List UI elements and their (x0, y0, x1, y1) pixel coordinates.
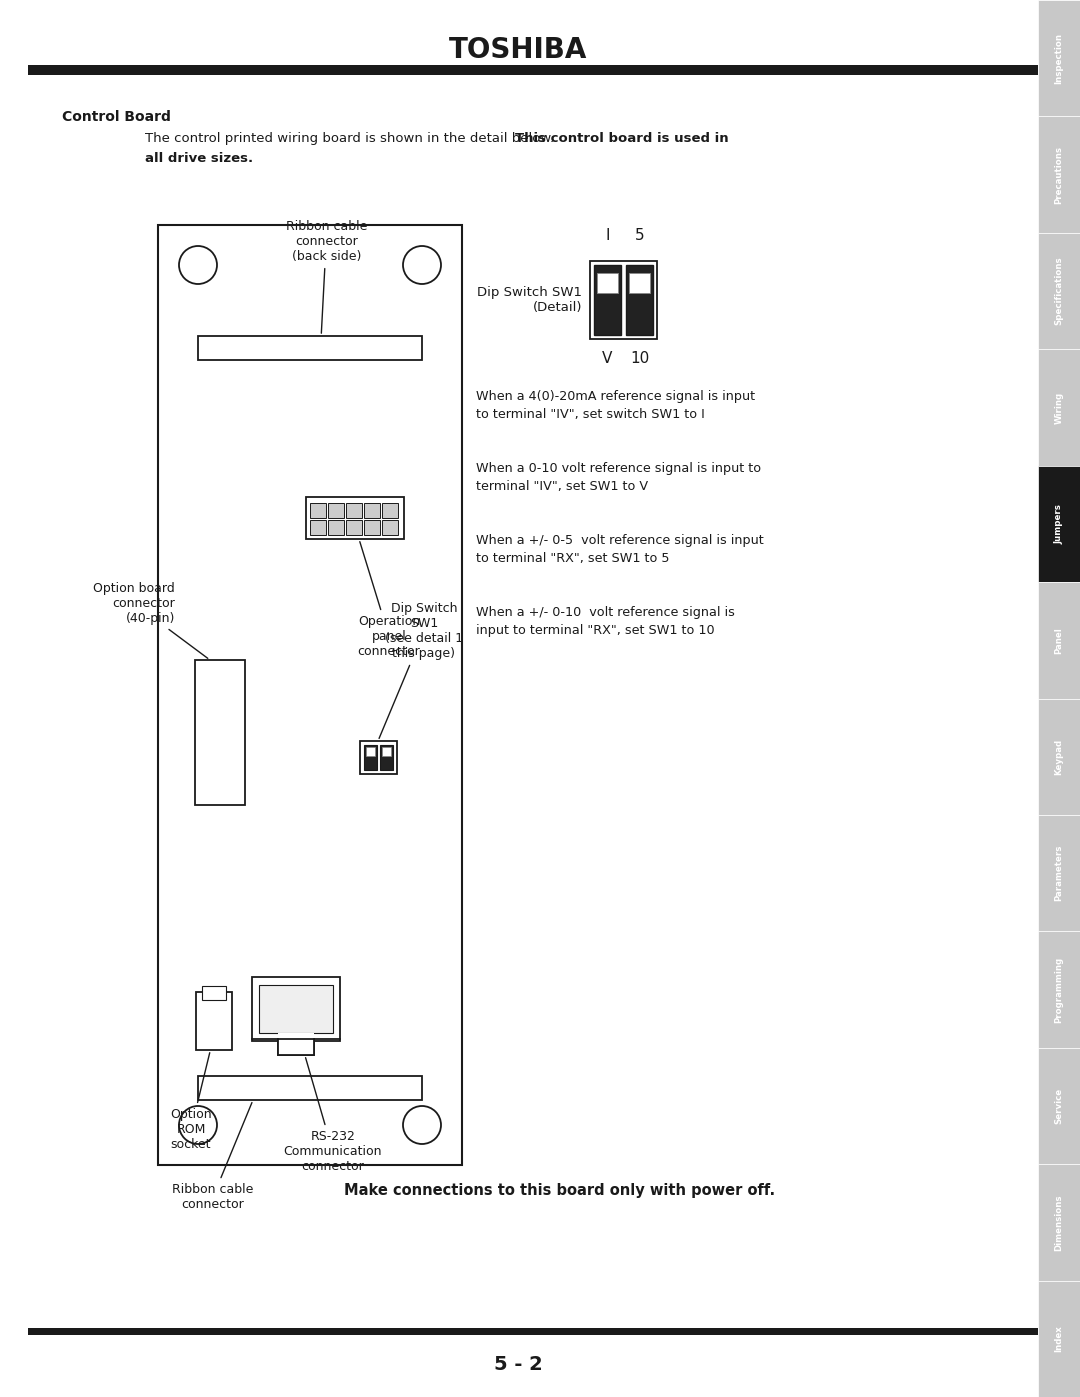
Text: Option board
connector
(40-pin): Option board connector (40-pin) (93, 583, 207, 658)
Bar (328, 503, 345, 518)
Text: When a 4(0)-20mA reference signal is input
to terminal "IV", set switch SW1 to I: When a 4(0)-20mA reference signal is inp… (476, 390, 755, 420)
Bar (1038, 116, 1080, 233)
Text: Precautions: Precautions (1054, 145, 1064, 204)
Text: Service: Service (1054, 1088, 1064, 1125)
Bar (198, 1076, 422, 1099)
Bar (626, 265, 653, 335)
Text: 5 - 2: 5 - 2 (494, 1355, 542, 1375)
Text: The control printed wiring board is shown in the detail below.: The control printed wiring board is show… (145, 131, 558, 145)
Bar (380, 745, 393, 770)
Bar (278, 1039, 314, 1055)
Bar (1038, 233, 1080, 349)
Bar (1038, 1164, 1080, 1281)
Bar (346, 503, 362, 518)
Bar (28, 66, 1038, 75)
Bar (252, 977, 340, 1041)
Text: Dip Switch
SW1
(see detail 1
this page): Dip Switch SW1 (see detail 1 this page) (379, 602, 463, 739)
Bar (1038, 1048, 1080, 1164)
Text: When a +/- 0-5  volt reference signal is input
to terminal "RX", set SW1 to 5: When a +/- 0-5 volt reference signal is … (476, 534, 764, 564)
Bar (594, 265, 621, 335)
Text: Programming: Programming (1054, 957, 1064, 1023)
Text: Inspection: Inspection (1054, 32, 1064, 84)
Bar (360, 740, 397, 774)
Bar (364, 745, 377, 770)
Text: When a +/- 0-10  volt reference signal is
input to terminal "RX", set SW1 to 10: When a +/- 0-10 volt reference signal is… (476, 606, 734, 637)
Bar (198, 337, 422, 360)
Bar (1038, 698, 1080, 814)
Bar (1038, 1281, 1080, 1397)
Text: Operation
panel
connector: Operation panel connector (357, 542, 420, 658)
Bar (382, 520, 399, 535)
Bar (1038, 814, 1080, 932)
Bar (597, 272, 618, 293)
Bar (590, 261, 657, 339)
Text: Make connections to this board only with power off.: Make connections to this board only with… (345, 1182, 775, 1197)
Circle shape (403, 1106, 441, 1144)
Bar (306, 497, 404, 539)
Bar (278, 1032, 314, 1055)
Text: 10: 10 (630, 351, 649, 366)
Bar (382, 503, 399, 518)
Bar (364, 520, 380, 535)
Circle shape (179, 1106, 217, 1144)
Bar (195, 659, 245, 805)
Bar (364, 503, 380, 518)
Bar (382, 747, 391, 756)
Text: Parameters: Parameters (1054, 845, 1064, 901)
Text: Dip Switch SW1
(Detail): Dip Switch SW1 (Detail) (477, 286, 582, 314)
Bar (278, 1039, 314, 1055)
Bar (158, 225, 462, 1165)
Text: 5: 5 (635, 228, 645, 243)
Bar (202, 986, 226, 1000)
Text: all drive sizes.: all drive sizes. (145, 152, 253, 165)
Text: Specifications: Specifications (1054, 257, 1064, 326)
Text: Ribbon cable
connector
(back side): Ribbon cable connector (back side) (285, 219, 367, 334)
Bar (366, 747, 375, 756)
Text: I: I (605, 228, 610, 243)
Bar (1038, 932, 1080, 1048)
Bar (310, 520, 326, 535)
Text: Panel: Panel (1054, 627, 1064, 654)
Text: V: V (603, 351, 612, 366)
Circle shape (179, 246, 217, 284)
Text: Jumpers: Jumpers (1054, 504, 1064, 543)
Text: When a 0-10 volt reference signal is input to
terminal "IV", set SW1 to V: When a 0-10 volt reference signal is inp… (476, 462, 761, 493)
Text: RS-232
Communication
connector: RS-232 Communication connector (284, 1058, 382, 1173)
Text: Control Board: Control Board (62, 110, 171, 124)
Bar (1038, 465, 1080, 583)
Bar (259, 985, 333, 1032)
Text: This control board is used in: This control board is used in (515, 131, 729, 145)
Bar (629, 272, 650, 293)
Text: Dimensions: Dimensions (1054, 1194, 1064, 1250)
Bar (1038, 349, 1080, 465)
Bar (346, 520, 362, 535)
Bar (328, 520, 345, 535)
Bar (195, 992, 232, 1051)
Text: Wiring: Wiring (1054, 391, 1064, 423)
Bar (28, 1329, 1038, 1336)
Bar (1038, 583, 1080, 698)
Text: Keypad: Keypad (1054, 739, 1064, 775)
Circle shape (403, 246, 441, 284)
Text: Option
ROM
socket: Option ROM socket (171, 1053, 212, 1151)
Text: Index: Index (1054, 1326, 1064, 1352)
Bar (1038, 0, 1080, 116)
Bar (310, 503, 326, 518)
Text: TOSHIBA: TOSHIBA (449, 36, 588, 64)
Text: Ribbon cable
connector: Ribbon cable connector (173, 1102, 254, 1211)
